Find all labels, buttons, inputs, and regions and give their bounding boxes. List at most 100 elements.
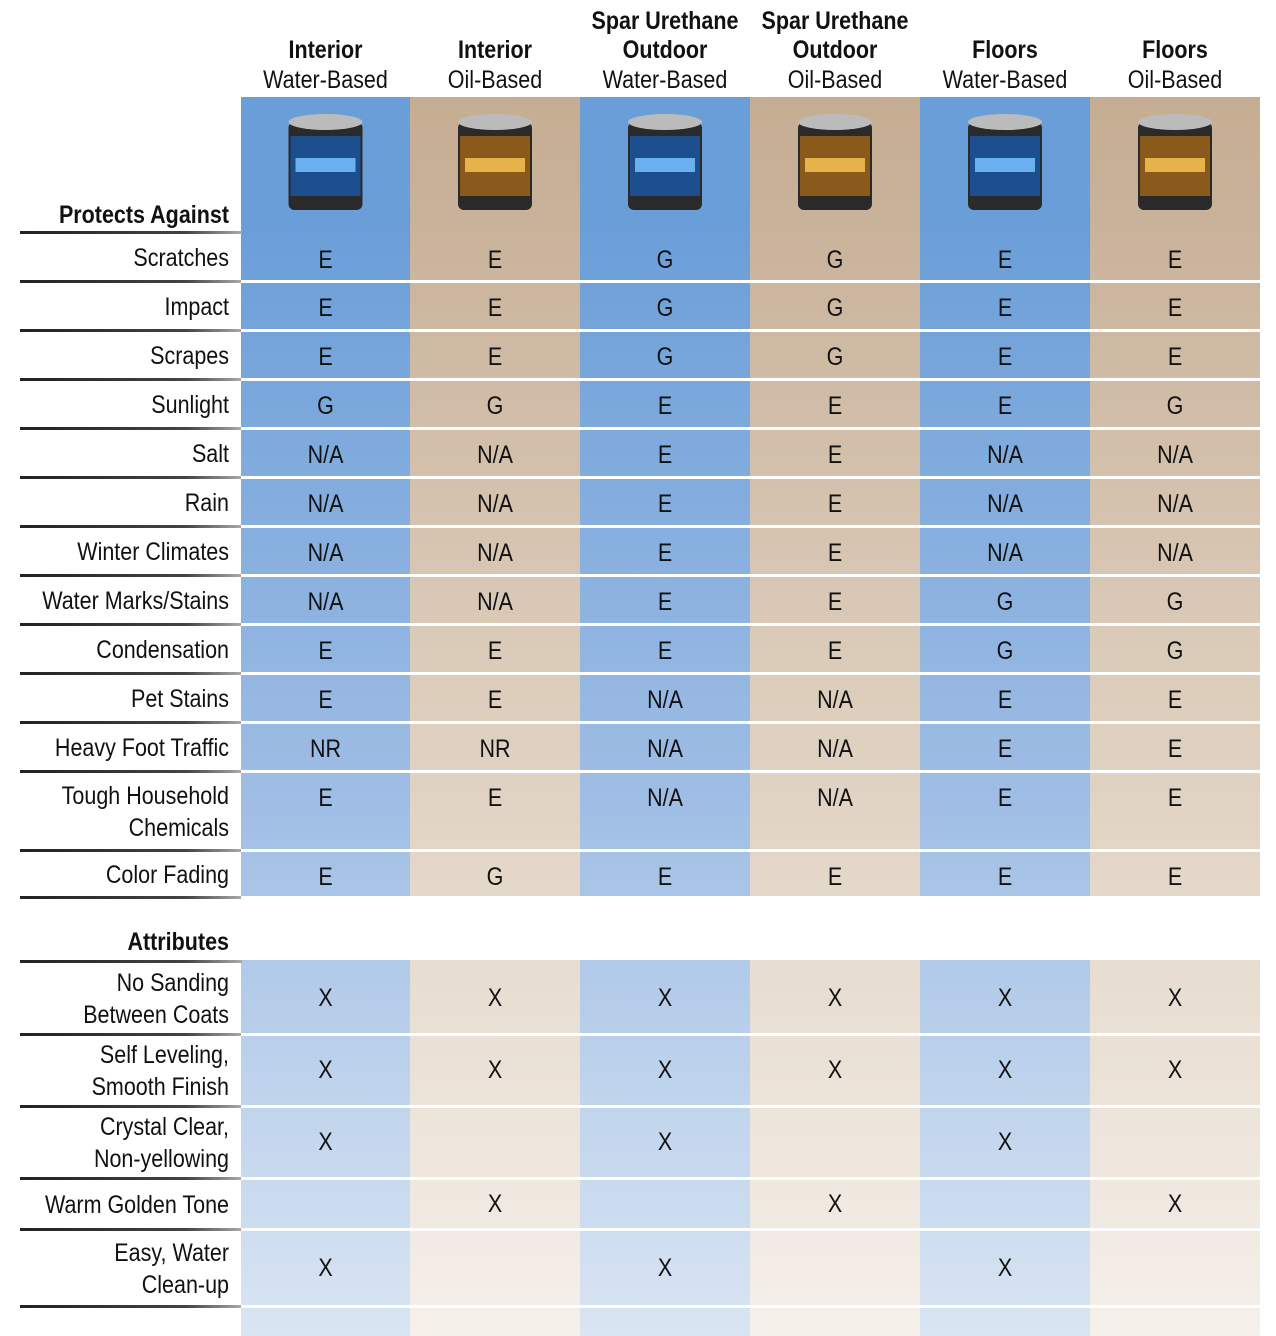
rule [20, 1305, 242, 1308]
cell-value: E [422, 636, 568, 666]
cell-value: E [592, 587, 738, 617]
cell-value: X [1102, 983, 1248, 1013]
cell-value: E [592, 489, 738, 519]
row-label: Between Coats [32, 1000, 229, 1030]
rule [20, 1228, 242, 1231]
section-heading: Attributes [32, 927, 229, 957]
cell-value: N/A [932, 440, 1078, 470]
cell-value: N/A [762, 685, 908, 715]
rule [20, 427, 242, 430]
cell-value: NR [253, 734, 398, 764]
row-gap [241, 1105, 1260, 1108]
rule [20, 476, 242, 479]
cell-value: X [253, 1253, 398, 1283]
cell-value: G [932, 636, 1078, 666]
cell-value: G [762, 342, 908, 372]
cell-value: G [1102, 636, 1248, 666]
row-gap [241, 427, 1260, 430]
cell-value: G [592, 293, 738, 323]
cell-value: G [592, 342, 738, 372]
cell-value: X [253, 983, 398, 1013]
row-label: Winter Climates [32, 537, 229, 567]
cell-value: G [1102, 391, 1248, 421]
can-stripe [465, 158, 525, 172]
can-stripe [635, 158, 695, 172]
row-gap [241, 378, 1260, 381]
rule [20, 280, 242, 283]
cell-value: E [932, 862, 1078, 892]
cell-value: G [932, 587, 1078, 617]
row-label: Condensation [32, 635, 229, 665]
column-subtitle: Oil-Based [413, 65, 576, 95]
column-title: Spar Urethane [583, 6, 746, 36]
cell-value: G [762, 293, 908, 323]
cell-value: E [762, 440, 908, 470]
cell-value: E [932, 391, 1078, 421]
cell-value: N/A [253, 440, 398, 470]
can-stripe [975, 158, 1035, 172]
row-gap [241, 525, 1260, 528]
cell-value: G [422, 862, 568, 892]
cell-value: X [932, 1127, 1078, 1157]
row-label: Rain [32, 488, 229, 518]
row-gap [241, 1177, 1260, 1180]
cell-value: N/A [253, 538, 398, 568]
cell-value: E [422, 293, 568, 323]
rule [20, 623, 242, 626]
cell-value: E [1102, 685, 1248, 715]
row-label: Salt [32, 439, 229, 469]
can-stripe [805, 158, 865, 172]
row-gap [241, 770, 1260, 773]
cell-value: X [1102, 1189, 1248, 1219]
cell-value: X [422, 1055, 568, 1085]
rule [20, 329, 242, 332]
cell-value: E [592, 391, 738, 421]
cell-value: NR [422, 734, 568, 764]
cell-value: E [932, 783, 1078, 813]
cell-value: N/A [1102, 440, 1248, 470]
cell-value: X [253, 1055, 398, 1085]
column-subtitle: Water-Based [583, 65, 746, 95]
can-lid [968, 114, 1042, 130]
section-gap [241, 898, 1260, 960]
row-gap [241, 623, 1260, 626]
column-title: Interior [244, 35, 407, 65]
row-gap [241, 721, 1260, 724]
cell-value: E [1102, 293, 1248, 323]
row-label: Color Fading [32, 860, 229, 890]
rule [20, 574, 242, 577]
row-label: Scratches [32, 243, 229, 273]
row-gap [241, 574, 1260, 577]
can-stripe [1145, 158, 1205, 172]
cell-value: E [1102, 734, 1248, 764]
cell-value: X [762, 1055, 908, 1085]
cell-value: E [932, 342, 1078, 372]
rule [20, 770, 242, 773]
cell-value: E [253, 636, 398, 666]
rule [20, 896, 242, 899]
cell-value: E [932, 734, 1078, 764]
cell-value: X [592, 1055, 738, 1085]
cell-value: G [422, 391, 568, 421]
rule [20, 231, 242, 234]
cell-value: N/A [762, 734, 908, 764]
rule [20, 1105, 242, 1108]
cell-value: G [592, 245, 738, 275]
cell-value: E [422, 685, 568, 715]
row-label: Smooth Finish [32, 1072, 229, 1102]
row-label: Tough Household [32, 781, 229, 811]
cell-value: E [253, 685, 398, 715]
can-lid [289, 114, 363, 130]
cell-value: E [592, 862, 738, 892]
cell-value: N/A [592, 734, 738, 764]
row-gap [241, 1305, 1260, 1308]
rule [20, 1177, 242, 1180]
cell-value: N/A [1102, 489, 1248, 519]
cell-value: E [762, 538, 908, 568]
row-label: Water Marks/Stains [32, 586, 229, 616]
cell-value: E [592, 636, 738, 666]
cell-value: E [1102, 245, 1248, 275]
cell-value: X [592, 1253, 738, 1283]
cell-value: E [932, 293, 1078, 323]
cell-value: N/A [1102, 538, 1248, 568]
